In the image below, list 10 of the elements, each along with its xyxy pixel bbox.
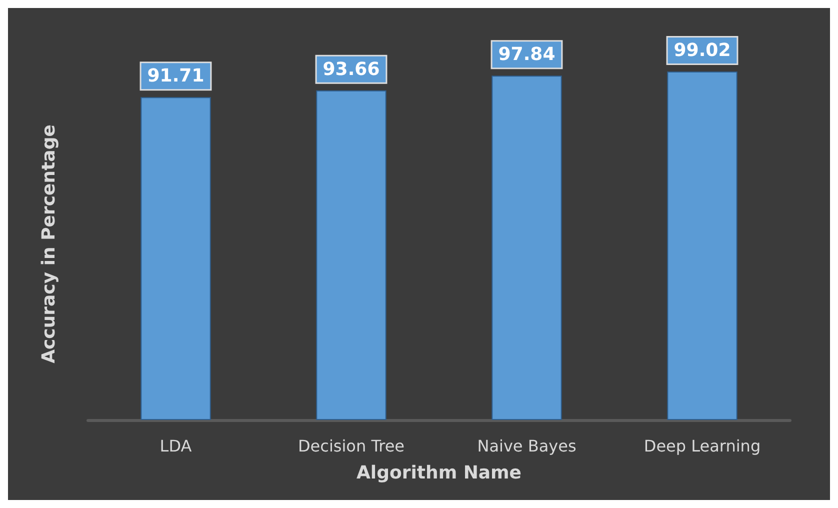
y-axis-title: Accuracy in Percentage — [38, 124, 60, 364]
x-tick-label: Naive Bayes — [477, 436, 576, 456]
x-axis-title: Algorithm Name — [356, 462, 522, 484]
data-label: 91.71 — [147, 66, 204, 87]
data-label: 93.66 — [322, 58, 380, 80]
x-tick-label: Deep Learning — [644, 436, 761, 456]
x-tick-label: LDA — [160, 436, 192, 456]
data-label: 99.02 — [674, 40, 731, 61]
x-tick-label: Decision Tree — [298, 436, 405, 456]
data-label: 97.84 — [498, 44, 556, 66]
